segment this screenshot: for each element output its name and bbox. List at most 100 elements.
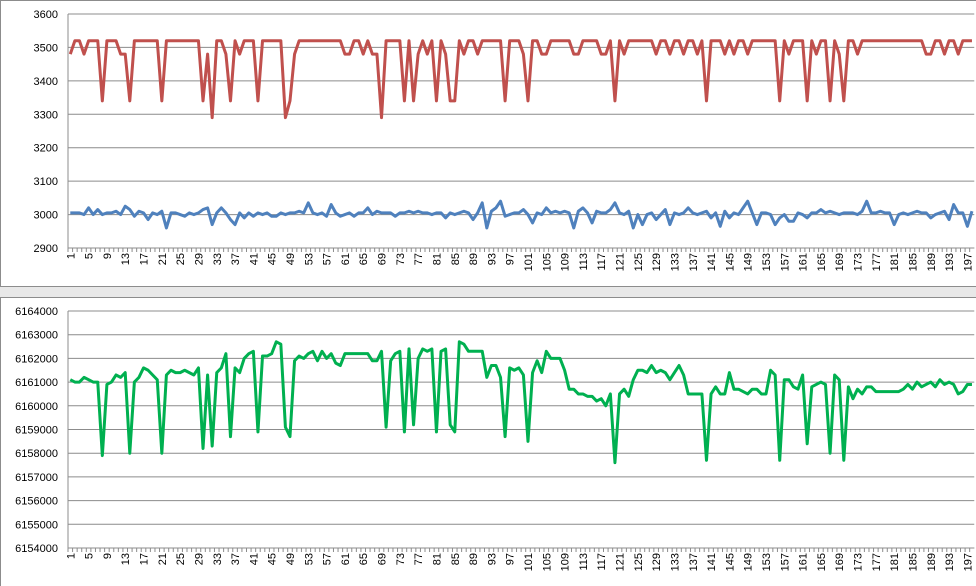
x-tick-label: 137 <box>688 553 700 571</box>
x-tick-label: 129 <box>651 553 663 571</box>
x-tick-label: 149 <box>743 253 755 271</box>
x-tick-label: 93 <box>486 253 498 265</box>
x-tick-label: 125 <box>633 253 645 271</box>
y-tick-label: 3000 <box>34 210 58 222</box>
x-tick-label: 165 <box>816 553 828 571</box>
y-tick-label: 6154000 <box>15 543 58 555</box>
x-tick-label: 77 <box>413 553 425 565</box>
y-tick-label: 6162000 <box>15 353 58 365</box>
x-tick-label: 153 <box>761 553 773 571</box>
y-tick-label: 3200 <box>34 143 58 155</box>
x-tick-label: 133 <box>669 553 681 571</box>
x-tick-label: 105 <box>541 553 553 571</box>
x-tick-label: 117 <box>596 253 608 271</box>
x-tick-label: 165 <box>816 253 828 271</box>
x-tick-label: 105 <box>541 253 553 271</box>
x-tick-label: 97 <box>505 553 517 565</box>
y-tick-label: 3600 <box>34 9 58 21</box>
x-tick-label: 29 <box>193 553 205 565</box>
x-tick-label: 1 <box>65 253 77 259</box>
x-tick-label: 61 <box>340 253 352 265</box>
x-tick-label: 177 <box>871 553 883 571</box>
x-tick-label: 181 <box>889 553 901 571</box>
x-tick-label: 9 <box>102 553 114 559</box>
x-tick-label: 9 <box>102 253 114 259</box>
x-tick-label: 41 <box>248 553 260 565</box>
y-tick-label: 3500 <box>34 42 58 54</box>
x-tick-label: 137 <box>688 253 700 271</box>
y-tick-label: 3100 <box>34 176 58 188</box>
x-tick-label: 33 <box>212 253 224 265</box>
x-tick-label: 25 <box>175 253 187 265</box>
x-tick-label: 145 <box>724 253 736 271</box>
x-tick-label: 93 <box>486 553 498 565</box>
y-tick-label: 6158000 <box>15 448 58 460</box>
x-tick-label: 89 <box>468 553 480 565</box>
x-tick-label: 61 <box>340 553 352 565</box>
x-tick-label: 81 <box>431 253 443 265</box>
y-tick-label: 6164000 <box>15 306 58 318</box>
x-tick-label: 169 <box>834 553 846 571</box>
x-tick-label: 97 <box>505 253 517 265</box>
x-tick-label: 189 <box>926 253 938 271</box>
y-tick-label: 3300 <box>34 109 58 121</box>
x-tick-label: 45 <box>267 553 279 565</box>
x-tick-label: 121 <box>615 553 627 571</box>
x-tick-label: 101 <box>523 253 535 271</box>
x-tick-label: 129 <box>651 253 663 271</box>
x-tick-label: 37 <box>230 553 242 565</box>
x-tick-label: 13 <box>120 553 132 565</box>
x-tick-label: 117 <box>596 553 608 571</box>
x-tick-label: 157 <box>779 553 791 571</box>
x-tick-label: 141 <box>706 253 718 271</box>
x-tick-label: 37 <box>230 253 242 265</box>
y-tick-label: 6163000 <box>15 330 58 342</box>
x-tick-label: 113 <box>578 253 590 271</box>
x-tick-label: 193 <box>944 553 956 571</box>
x-tick-label: 69 <box>377 253 389 265</box>
x-tick-label: 69 <box>377 553 389 565</box>
x-tick-label: 33 <box>212 553 224 565</box>
x-tick-label: 81 <box>431 553 443 565</box>
x-tick-label: 53 <box>303 253 315 265</box>
x-tick-label: 29 <box>193 253 205 265</box>
x-tick-label: 173 <box>853 253 865 271</box>
x-tick-label: 113 <box>578 553 590 571</box>
x-tick-label: 25 <box>175 553 187 565</box>
x-tick-label: 197 <box>962 553 974 571</box>
y-tick-label: 6160000 <box>15 401 58 413</box>
x-tick-label: 133 <box>669 253 681 271</box>
data-line <box>69 340 972 465</box>
x-tick-label: 109 <box>560 553 572 571</box>
data-line <box>70 199 974 230</box>
y-tick-label: 6155000 <box>15 519 58 531</box>
x-tick-label: 89 <box>468 253 480 265</box>
x-tick-label: 73 <box>395 553 407 565</box>
x-tick-label: 77 <box>413 253 425 265</box>
x-tick-label: 101 <box>523 553 535 571</box>
x-tick-label: 57 <box>322 253 334 265</box>
x-tick-label: 21 <box>157 553 169 565</box>
x-tick-label: 153 <box>761 253 773 271</box>
x-tick-label: 73 <box>395 253 407 265</box>
x-tick-label: 5 <box>84 253 96 259</box>
data-line <box>68 39 972 120</box>
x-tick-label: 121 <box>615 253 627 271</box>
x-tick-label: 189 <box>926 553 938 571</box>
x-tick-label: 157 <box>779 253 791 271</box>
x-tick-label: 161 <box>798 553 810 571</box>
x-tick-label: 193 <box>944 253 956 271</box>
x-tick-label: 109 <box>560 253 572 271</box>
x-tick-label: 41 <box>248 253 260 265</box>
x-tick-label: 21 <box>157 253 169 265</box>
x-tick-label: 197 <box>962 253 974 271</box>
x-tick-label: 149 <box>743 553 755 571</box>
x-tick-label: 185 <box>907 253 919 271</box>
x-tick-label: 53 <box>303 553 315 565</box>
y-tick-label: 2900 <box>34 243 58 255</box>
x-tick-label: 181 <box>889 253 901 271</box>
x-tick-label: 185 <box>907 553 919 571</box>
x-tick-label: 145 <box>724 553 736 571</box>
x-tick-label: 49 <box>285 253 297 265</box>
x-tick-label: 57 <box>322 553 334 565</box>
